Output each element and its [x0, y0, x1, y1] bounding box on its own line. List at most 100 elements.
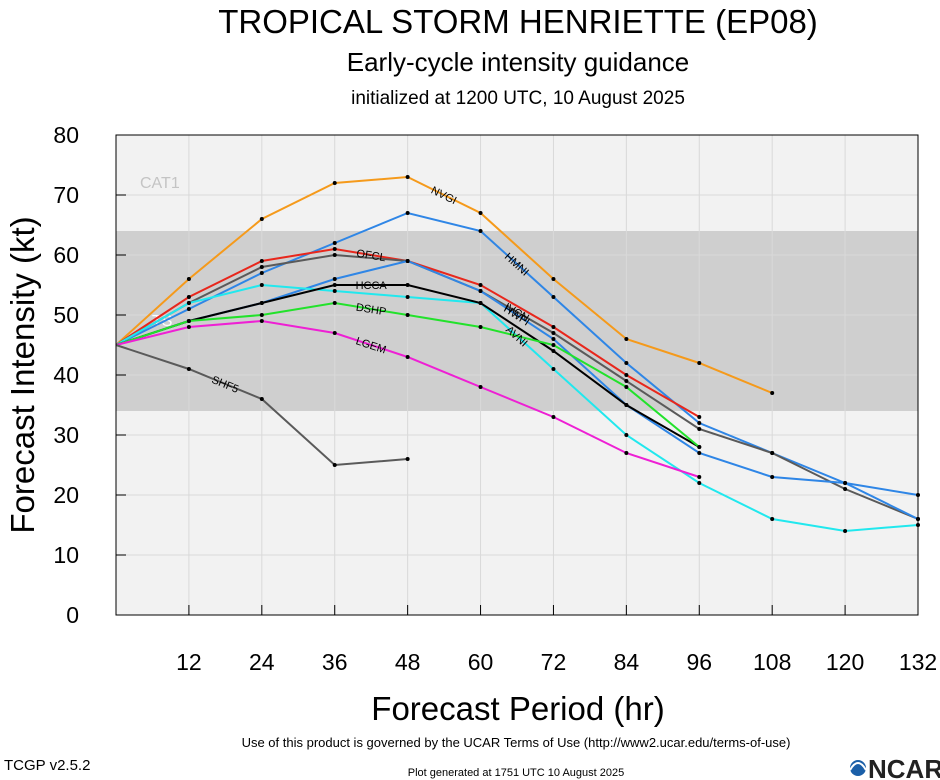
series-label-ofcl: OFCL — [356, 248, 387, 265]
axis-ticks: 12 24 36 48 60 72 84 96 108 120 132 0 10 20 30 40 50 60 70… — [53, 122, 937, 675]
data-point-avni — [770, 517, 775, 521]
data-point-hmni — [478, 229, 483, 233]
y-tick-label: 0 — [66, 602, 79, 628]
data-point-avni — [843, 529, 848, 533]
data-point-avni — [186, 301, 191, 305]
data-point-hwfi — [551, 337, 556, 341]
data-point-hmni — [697, 421, 702, 425]
y-axis-label: Forecast Intensity (kt) — [4, 216, 41, 533]
y-tick-label: 50 — [53, 302, 79, 328]
chart-init-time: initialized at 1200 UTC, 10 August 2025 — [351, 88, 685, 109]
data-point-avni — [259, 283, 264, 287]
ncar-logo-swoosh — [849, 762, 867, 771]
x-tick-label: 120 — [826, 649, 864, 675]
series-line-nvgi — [115, 175, 773, 394]
chart-subtitle: Early-cycle intensity guidance — [347, 47, 690, 77]
data-point-nvgi — [624, 337, 629, 341]
data-point-ivcn — [843, 487, 848, 491]
data-point-hcca — [405, 283, 410, 287]
data-point-nvgi — [551, 277, 556, 281]
x-tick-label: 108 — [753, 649, 791, 675]
data-point-dshp — [405, 313, 410, 317]
data-point-lgem — [405, 355, 410, 359]
data-point-lgem — [259, 319, 264, 323]
data-point-ofcl — [259, 259, 264, 263]
data-point-hmni — [259, 271, 264, 275]
data-point-nvgi — [332, 181, 337, 185]
x-tick-label: 96 — [686, 649, 712, 675]
data-point-lgem — [697, 475, 702, 479]
data-point-ivcn — [332, 253, 337, 257]
data-point-nvgi — [259, 217, 264, 221]
data-point-hmni — [405, 211, 410, 215]
y-tick-label: 20 — [53, 482, 79, 508]
data-point-avni — [697, 481, 702, 485]
x-tick-label: 48 — [395, 649, 421, 675]
plot-generated-time: Plot generated at 1751 UTC 10 August 202… — [408, 767, 625, 779]
data-point-hwfi — [478, 289, 483, 293]
data-point-hcca — [624, 403, 629, 407]
data-point-dshp — [624, 385, 629, 389]
data-point-ivcn — [551, 331, 556, 335]
data-point-ofcl — [478, 283, 483, 287]
y-tick-label: 10 — [53, 542, 79, 568]
ncar-logo-text: NCAR — [868, 754, 940, 780]
data-point-avni — [551, 367, 556, 371]
data-point-shf5 — [186, 367, 191, 371]
data-point-dshp — [697, 445, 702, 449]
data-point-shf5 — [332, 463, 337, 467]
data-point-ivcn — [770, 451, 775, 455]
x-tick-label: 36 — [322, 649, 348, 675]
data-point-hcca — [332, 283, 337, 287]
data-point-nvgi — [405, 175, 410, 179]
data-point-ofcl — [332, 247, 337, 251]
series-label-dshp: DSHP — [355, 302, 387, 319]
y-tick-label: 80 — [53, 122, 79, 148]
data-point-nvgi — [770, 391, 775, 395]
x-tick-label: 60 — [468, 649, 494, 675]
y-tick-label: 30 — [53, 422, 79, 448]
data-point-nvgi — [186, 277, 191, 281]
data-point-hwfi — [405, 259, 410, 263]
data-point-dshp — [332, 301, 337, 305]
data-point-shf5 — [259, 397, 264, 401]
data-point-ofcl — [697, 415, 702, 419]
data-point-hcca — [551, 349, 556, 353]
x-axis-label: Forecast Period (hr) — [371, 690, 664, 727]
data-point-nvgi — [478, 211, 483, 215]
data-point-avni — [624, 433, 629, 437]
series-lines — [115, 175, 920, 533]
data-point-lgem — [551, 415, 556, 419]
data-point-avni — [405, 295, 410, 299]
data-point-lgem — [624, 451, 629, 455]
x-tick-label: 12 — [176, 649, 202, 675]
x-tick-label: 132 — [899, 649, 937, 675]
data-point-lgem — [478, 385, 483, 389]
version-label: TCGP v2.5.2 — [4, 757, 90, 774]
data-point-ofcl — [551, 325, 556, 329]
x-tick-label: 24 — [249, 649, 275, 675]
data-point-ofcl — [624, 373, 629, 377]
ncar-logo: NCAR — [849, 754, 940, 780]
data-point-hwfi — [770, 475, 775, 479]
data-point-ivcn — [624, 379, 629, 383]
band-cat1 — [116, 135, 918, 231]
intensity-bands — [116, 135, 918, 615]
data-point-dshp — [186, 319, 191, 323]
chart-title: TROPICAL STORM HENRIETTE (EP08) — [218, 3, 818, 40]
data-point-hwfi — [332, 277, 337, 281]
data-point-dshp — [551, 343, 556, 347]
data-point-hcca — [259, 301, 264, 305]
series-label-hcca: HCCA — [356, 280, 388, 292]
band-below-ts — [116, 411, 918, 615]
band-label-cat1: CAT1 — [140, 175, 180, 192]
data-point-avni — [332, 289, 337, 293]
x-tick-label: 84 — [614, 649, 640, 675]
series-line-ivcn — [115, 253, 919, 520]
data-point-hmni — [186, 307, 191, 311]
data-point-ivcn — [259, 265, 264, 269]
y-tick-label: 60 — [53, 242, 79, 268]
data-point-lgem — [332, 331, 337, 335]
data-point-hmni — [332, 241, 337, 245]
